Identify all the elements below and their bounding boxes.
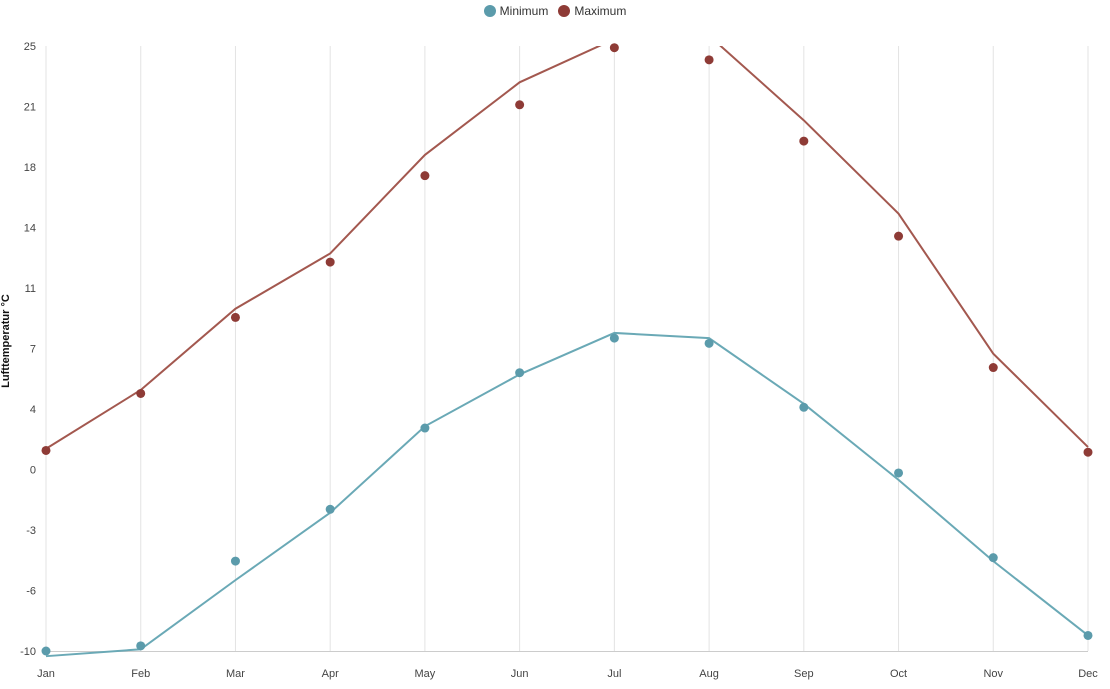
series-minimum bbox=[41, 331, 1093, 658]
x-tick-label: Apr bbox=[322, 668, 339, 680]
y-tick-label: -3 bbox=[26, 525, 36, 537]
x-tick-label: Sep bbox=[794, 668, 814, 680]
data-point-minimum[interactable] bbox=[988, 553, 998, 563]
series-maximum bbox=[41, 43, 1093, 457]
data-point-maximum[interactable] bbox=[1083, 447, 1093, 457]
x-tick-label: Mar bbox=[226, 668, 245, 680]
grid-lines bbox=[45, 46, 1089, 651]
y-tick-label: 21 bbox=[24, 102, 36, 114]
y-tick-label: 11 bbox=[25, 283, 36, 295]
data-point-minimum[interactable] bbox=[230, 556, 240, 566]
y-tick-label: -10 bbox=[20, 646, 36, 658]
data-point-maximum[interactable] bbox=[799, 136, 809, 146]
series-line-minimum bbox=[45, 331, 1089, 658]
data-point-maximum[interactable] bbox=[41, 445, 51, 455]
y-tick-label: 0 bbox=[30, 465, 36, 477]
data-point-minimum[interactable] bbox=[799, 402, 809, 412]
legend-label-minimum: Minimum bbox=[499, 4, 549, 18]
legend-label-maximum: Maximum bbox=[574, 4, 627, 18]
legend-item-maximum[interactable]: Maximum bbox=[558, 4, 626, 18]
legend-marker-minimum bbox=[483, 5, 496, 17]
y-tick-label: 7 bbox=[30, 344, 36, 356]
x-tick-label: Aug bbox=[699, 668, 719, 680]
data-point-maximum[interactable] bbox=[515, 100, 525, 110]
x-tick-label: Jan bbox=[37, 668, 55, 680]
y-tick-label: 25 bbox=[24, 41, 36, 53]
x-tick-label: Feb bbox=[131, 668, 150, 680]
y-axis-ticks: 25 21 18 14 11 7 4 0 -3 -6 -10 bbox=[20, 41, 36, 658]
data-point-minimum[interactable] bbox=[325, 504, 335, 514]
y-tick-label: 14 bbox=[24, 223, 36, 235]
x-tick-label: Dec bbox=[1078, 668, 1098, 680]
data-point-maximum[interactable] bbox=[136, 388, 146, 398]
data-point-minimum[interactable] bbox=[609, 333, 619, 343]
data-point-maximum[interactable] bbox=[988, 363, 998, 373]
x-tick-label: May bbox=[415, 668, 436, 680]
legend-item-minimum[interactable]: Minimum bbox=[483, 4, 549, 18]
data-point-maximum[interactable] bbox=[704, 55, 714, 65]
x-tick-label: Jul bbox=[607, 668, 621, 680]
y-tick-label: 4 bbox=[30, 404, 36, 416]
data-point-maximum[interactable] bbox=[609, 43, 619, 53]
data-point-minimum[interactable] bbox=[1083, 630, 1093, 640]
y-tick-label: -6 bbox=[26, 586, 36, 598]
x-tick-label: Jun bbox=[511, 668, 529, 680]
data-point-minimum[interactable] bbox=[136, 641, 146, 651]
data-point-maximum[interactable] bbox=[325, 257, 335, 267]
data-point-minimum[interactable] bbox=[704, 338, 714, 348]
legend: Minimum Maximum bbox=[0, 4, 1110, 18]
data-point-maximum[interactable] bbox=[894, 231, 904, 241]
data-point-minimum[interactable] bbox=[41, 646, 51, 656]
data-point-minimum[interactable] bbox=[420, 423, 430, 433]
data-point-minimum[interactable] bbox=[515, 368, 525, 378]
x-tick-label: Nov bbox=[983, 668, 1003, 680]
x-tick-label: Oct bbox=[890, 668, 907, 680]
legend-marker-maximum bbox=[558, 5, 571, 17]
x-axis-ticks: Jan Feb Mar Apr May Jun Jul Aug Sep Oct Nov Dec bbox=[37, 668, 1098, 680]
data-point-maximum[interactable] bbox=[230, 312, 240, 322]
data-point-minimum[interactable] bbox=[894, 468, 904, 478]
series-line-maximum bbox=[45, 46, 1089, 450]
y-tick-label: 18 bbox=[24, 162, 36, 174]
data-point-maximum[interactable] bbox=[420, 171, 430, 181]
